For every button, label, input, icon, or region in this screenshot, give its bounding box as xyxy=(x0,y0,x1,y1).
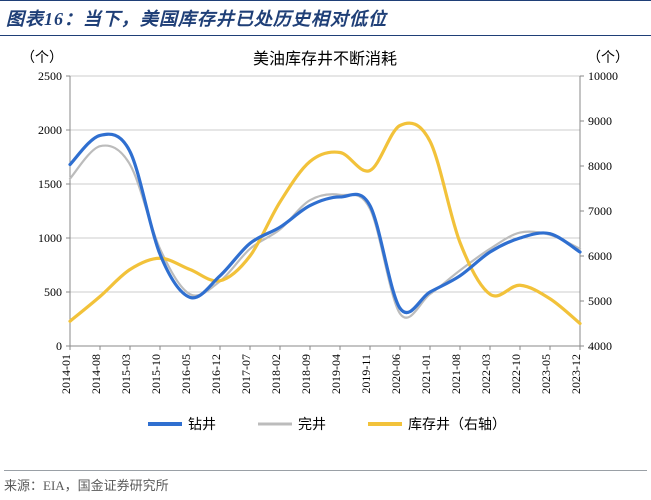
figure-root: 图表16：当下，美国库存井已处历史相对低位 0 500 1000 1500 2000 25… xyxy=(0,0,651,500)
svg-text:（个）: （个） xyxy=(587,50,629,66)
svg-text:6000: 6000 xyxy=(588,249,612,263)
legend-label-inventory: 库存井（右轴） xyxy=(408,417,506,433)
svg-text:2014-01: 2014-01 xyxy=(59,354,73,394)
svg-text:2022-03: 2022-03 xyxy=(479,354,493,394)
source-footer: 来源：EIA，国金证券研究所 xyxy=(4,470,647,494)
svg-text:2021-01: 2021-01 xyxy=(419,354,433,394)
svg-text:2021-08: 2021-08 xyxy=(449,354,463,394)
svg-text:2019-04: 2019-04 xyxy=(329,354,343,394)
svg-text:2016-05: 2016-05 xyxy=(179,354,193,394)
svg-text:8000: 8000 xyxy=(588,159,612,173)
svg-text:2018-02: 2018-02 xyxy=(269,354,283,394)
legend-label-drill: 钻井 xyxy=(188,417,216,433)
svg-text:2023-05: 2023-05 xyxy=(539,354,553,394)
svg-text:2000: 2000 xyxy=(38,123,62,137)
svg-text:5000: 5000 xyxy=(588,294,612,308)
svg-text:2020-06: 2020-06 xyxy=(389,354,403,394)
svg-text:2500: 2500 xyxy=(38,69,62,83)
chart-area: 0 500 1000 1500 2000 2500 4000 5000 6000 7000 8000… xyxy=(0,36,651,466)
legend-label-complete: 完井 xyxy=(298,417,326,433)
svg-text:2015-10: 2015-10 xyxy=(149,354,163,394)
svg-text:7000: 7000 xyxy=(588,204,612,218)
svg-text:2016-12: 2016-12 xyxy=(209,354,223,394)
svg-text:（个）: （个） xyxy=(21,50,63,66)
svg-text:9000: 9000 xyxy=(588,114,612,128)
svg-text:美油库存井不断消耗: 美油库存井不断消耗 xyxy=(253,50,397,68)
svg-text:2022-10: 2022-10 xyxy=(509,354,523,394)
figure-title: 图表16：当下，美国库存井已处历史相对低位 xyxy=(6,5,387,31)
svg-text:500: 500 xyxy=(44,285,62,299)
svg-text:2023-12: 2023-12 xyxy=(569,354,583,394)
svg-text:2018-09: 2018-09 xyxy=(299,354,313,394)
svg-text:4000: 4000 xyxy=(588,339,612,353)
svg-text:2015-03: 2015-03 xyxy=(119,354,133,394)
source-text: 来源：EIA，国金证券研究所 xyxy=(4,478,169,493)
figure-title-bar: 图表16：当下，美国库存井已处历史相对低位 xyxy=(0,0,651,36)
svg-text:0: 0 xyxy=(56,339,62,353)
svg-text:2014-08: 2014-08 xyxy=(89,354,103,394)
chart-svg: 0 500 1000 1500 2000 2500 4000 5000 6000 7000 8000… xyxy=(0,36,651,466)
svg-text:2017-07: 2017-07 xyxy=(239,354,253,394)
svg-text:10000: 10000 xyxy=(588,69,618,83)
svg-text:2019-11: 2019-11 xyxy=(359,354,373,394)
svg-text:1000: 1000 xyxy=(38,231,62,245)
svg-text:1500: 1500 xyxy=(38,177,62,191)
